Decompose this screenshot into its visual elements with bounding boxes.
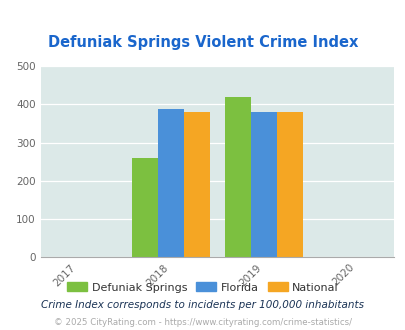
Text: Crime Index corresponds to incidents per 100,000 inhabitants: Crime Index corresponds to incidents per… bbox=[41, 300, 364, 310]
Bar bbox=[183, 112, 209, 257]
Bar bbox=[157, 109, 183, 257]
Bar bbox=[224, 97, 250, 257]
Text: Defuniak Springs Violent Crime Index: Defuniak Springs Violent Crime Index bbox=[48, 35, 357, 50]
Bar bbox=[276, 112, 302, 257]
Bar bbox=[131, 158, 157, 257]
Legend: Defuniak Springs, Florida, National: Defuniak Springs, Florida, National bbox=[63, 278, 342, 297]
Bar bbox=[250, 112, 276, 257]
Text: © 2025 CityRating.com - https://www.cityrating.com/crime-statistics/: © 2025 CityRating.com - https://www.city… bbox=[54, 318, 351, 327]
